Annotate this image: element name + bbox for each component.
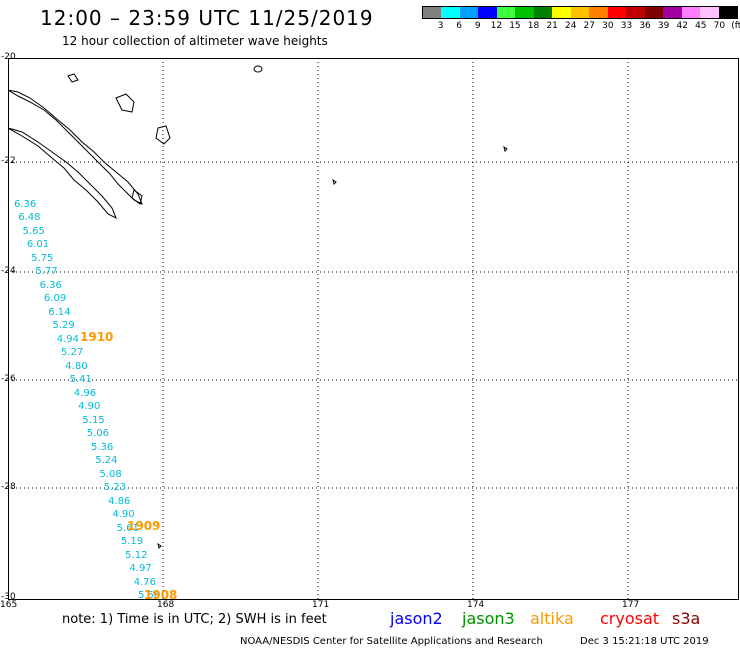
satellite-legend-item: jason2 [390, 609, 443, 628]
map-area [8, 58, 739, 600]
color-scale-bar [422, 6, 738, 19]
wave-height-value: 5.41 [69, 374, 92, 386]
wave-height-value: 5.29 [52, 320, 75, 332]
color-swatch [589, 7, 608, 18]
color-scale-label: (ft) [731, 21, 740, 31]
color-scale-label: 45 [695, 21, 707, 31]
wave-height-value: 4.94 [56, 333, 80, 345]
map-title: 12:00 – 23:59 UTC 11/25/2019 [40, 6, 374, 30]
wave-height-value: 5.08 [99, 468, 122, 480]
color-scale-label: 15 [509, 21, 521, 31]
color-scale-label: 24 [564, 21, 577, 31]
color-scale-label: 39 [657, 21, 670, 31]
pass-time-label: 1909 [127, 519, 161, 533]
coastline-new-caledonia [8, 73, 171, 220]
color-swatch [533, 7, 553, 18]
color-scale-label: 36 [639, 21, 651, 31]
wave-height-value: 5.56 [138, 590, 161, 601]
wave-height-value: 5.12 [125, 549, 148, 561]
color-swatch [552, 7, 571, 18]
latitude-label: -20 [1, 52, 16, 62]
wave-height-value: 6.01 [26, 239, 50, 251]
color-scale-label: 42 [676, 21, 688, 31]
color-scale-label: 30 [602, 21, 614, 31]
pass-time-label: 1908 [144, 588, 178, 602]
map-frame [8, 58, 739, 600]
wave-height-value: 5.15 [82, 414, 105, 426]
wave-height-value: 5.61 [116, 522, 139, 534]
color-scale-label: 21 [546, 21, 558, 31]
color-scale-label: 70 [713, 21, 726, 31]
wave-height-value: 6.14 [48, 306, 71, 318]
wave-height-value: 4.97 [129, 563, 152, 575]
color-swatch [681, 7, 701, 18]
wave-height-value: 4.76 [133, 576, 156, 588]
color-swatch [700, 7, 719, 18]
color-swatch [644, 7, 664, 18]
wave-height-value: 4.96 [73, 387, 97, 399]
satellite-legend-item: s3a [672, 609, 701, 628]
color-swatch [663, 7, 682, 18]
wave-height-value: 5.19 [120, 536, 144, 548]
longitude-label: 171 [312, 600, 330, 610]
color-scale-label: 18 [527, 21, 540, 31]
color-swatch [459, 7, 479, 18]
footer-organization: NOAA/NESDIS Center for Satellite Applica… [240, 636, 543, 647]
latitude-label: -28 [1, 482, 16, 492]
color-swatch [478, 7, 497, 18]
wave-height-value: 5.23 [103, 482, 127, 494]
wave-height-value: 6.48 [18, 212, 41, 224]
color-swatch [570, 7, 590, 18]
footer-note: note: 1) Time is in UTC; 2) SWH is in fe… [62, 612, 327, 627]
longitude-label: 174 [467, 600, 485, 610]
wave-height-value: 6.36 [39, 279, 62, 291]
longitude-label: 168 [157, 600, 175, 610]
satellite-legend-item: cryosat [600, 609, 660, 628]
wave-height-value: 4.86 [108, 495, 131, 507]
grid-lines [8, 58, 738, 599]
wave-height-value: 4.90 [78, 401, 101, 413]
wave-height-value: 5.27 [61, 347, 84, 359]
wave-height-value: 6.09 [43, 293, 67, 305]
color-swatch [515, 7, 534, 18]
longitude-label: 165 [0, 600, 18, 610]
color-scale-label: 6 [456, 21, 463, 31]
latitude-label: -22 [1, 156, 16, 166]
footer-timestamp: Dec 3 15:21:18 UTC 2019 [580, 636, 709, 647]
color-scale-label: 33 [620, 21, 633, 31]
satellite-legend-item: altika [530, 609, 574, 628]
latitude-label: -30 [1, 592, 16, 602]
color-swatch [607, 7, 627, 18]
color-swatch [423, 7, 442, 18]
color-scale-label: 3 [437, 21, 444, 31]
color-swatch [718, 7, 737, 18]
wave-height-value: 4.80 [65, 360, 88, 372]
wave-height-value: 5.24 [95, 455, 118, 467]
wave-height-value: 6.36 [14, 199, 37, 210]
color-scale-label: 12 [490, 21, 503, 31]
wave-height-value: 5.36 [90, 441, 114, 453]
wave-height-value: 5.65 [22, 225, 45, 237]
latitude-label: -24 [1, 266, 16, 276]
map-subtitle: 12 hour collection of altimeter wave hei… [62, 34, 328, 48]
wave-height-value: 5.75 [31, 252, 54, 264]
color-scale-label: 27 [583, 21, 596, 31]
longitude-label: 177 [622, 600, 640, 610]
wave-height-value: 5.06 [86, 428, 109, 440]
satellite-legend-item: jason3 [462, 609, 515, 628]
small-islands [157, 65, 508, 549]
color-scale-label: 9 [474, 21, 481, 31]
latitude-label: -26 [1, 374, 16, 384]
wave-height-value: 4.90 [112, 509, 135, 521]
color-swatch [496, 7, 516, 18]
color-swatch [626, 7, 645, 18]
wave-height-value: 5.77 [35, 266, 58, 278]
pass-time-label: 1910 [80, 330, 114, 344]
color-swatch [441, 7, 460, 18]
